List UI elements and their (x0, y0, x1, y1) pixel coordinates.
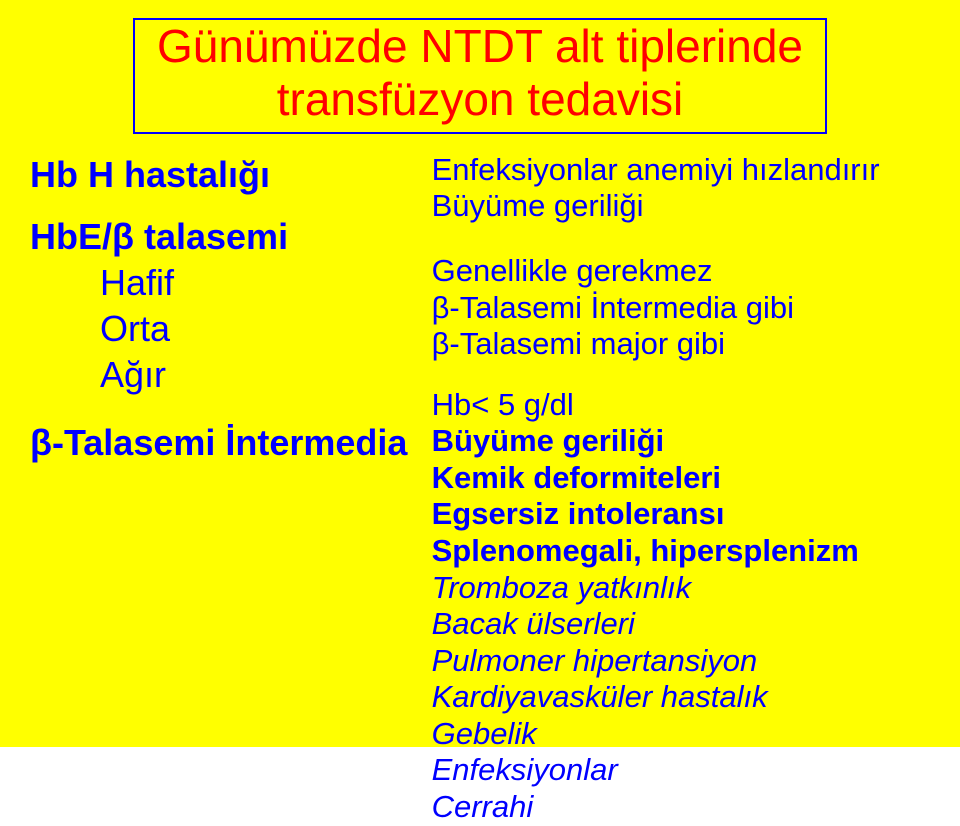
right-g3-l8: Pulmoner hipertansiyon (432, 643, 930, 680)
slide: Günümüzde NTDT alt tiplerinde transfüzyo… (0, 0, 960, 747)
right-g3-l4: Egsersiz intoleransı (432, 496, 930, 533)
left-row-2-sub1: Hafif (100, 260, 422, 306)
left-row-2-sub2: Orta (100, 306, 422, 352)
slide-title: Günümüzde NTDT alt tiplerinde transfüzyo… (30, 18, 930, 134)
right-g3-l9: Kardiyavasküler hastalık (432, 679, 930, 716)
left-row-2-head: HbE/β talasemi (30, 214, 422, 260)
right-column: Enfeksiyonlar anemiyi hızlandırır Büyüme… (432, 152, 930, 826)
left-row-2-sub3: Ağır (100, 352, 422, 398)
right-g2-l1: Genellikle gerekmez (432, 253, 930, 290)
right-g2-l3: β-Talasemi major gibi (432, 326, 930, 363)
right-g3-l6: Tromboza yatkınlık (432, 570, 930, 607)
right-g3-l1: Hb< 5 g/dl (432, 387, 930, 424)
left-column: Hb H hastalığı HbE/β talasemi Hafif Orta… (30, 152, 422, 826)
left-row-2: HbE/β talasemi Hafif Orta Ağır (30, 214, 422, 398)
title-line-1: Günümüzde NTDT alt tiplerinde (157, 20, 803, 72)
right-group-3: Hb< 5 g/dl Büyüme geriliği Kemik deformi… (432, 387, 930, 826)
left-row-3: β-Talasemi İntermedia (30, 420, 422, 466)
right-group-2: Genellikle gerekmez β-Talasemi İntermedi… (432, 253, 930, 363)
right-g1-l2: Büyüme geriliği (432, 188, 930, 225)
right-g3-l7: Bacak ülserleri (432, 606, 930, 643)
right-g3-l5: Splenomegali, hipersplenizm (432, 533, 930, 570)
right-g2-l2: β-Talasemi İntermedia gibi (432, 290, 930, 327)
right-g3-l11: Enfeksiyonlar (432, 752, 930, 789)
content-columns: Hb H hastalığı HbE/β talasemi Hafif Orta… (30, 152, 930, 826)
title-line-2: transfüzyon tedavisi (277, 73, 684, 125)
title-box: Günümüzde NTDT alt tiplerinde transfüzyo… (133, 18, 827, 134)
right-g3-l2: Büyüme geriliği (432, 423, 930, 460)
right-g1-l1: Enfeksiyonlar anemiyi hızlandırır (432, 152, 930, 189)
left-row-1: Hb H hastalığı (30, 152, 422, 198)
right-g3-l12: Cerrahi (432, 789, 930, 826)
right-g3-l3: Kemik deformiteleri (432, 460, 930, 497)
right-group-1: Enfeksiyonlar anemiyi hızlandırır Büyüme… (432, 152, 930, 225)
